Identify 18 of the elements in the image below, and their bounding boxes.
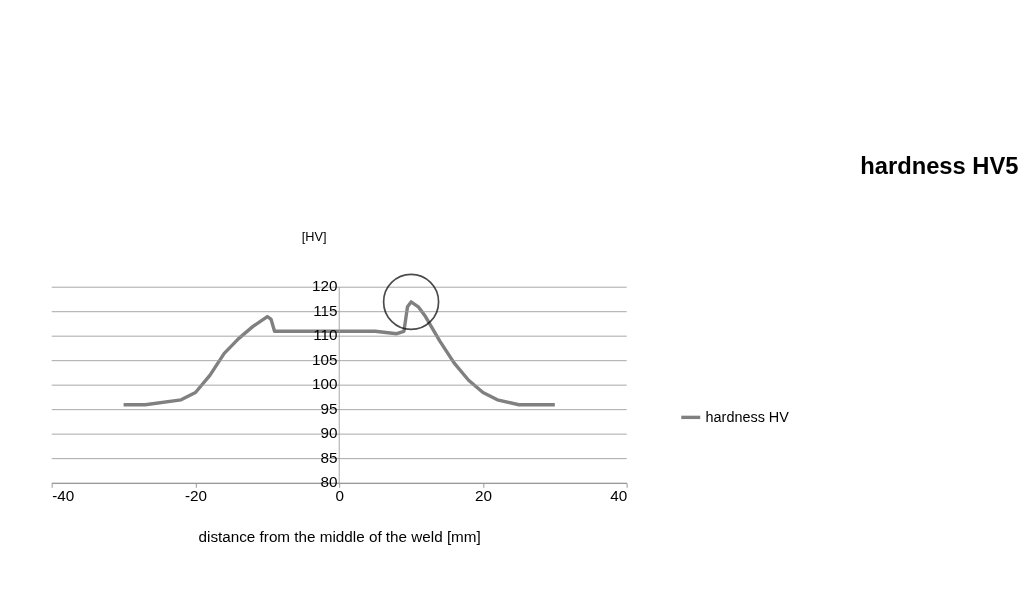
- legend-label: hardness HV: [705, 408, 790, 425]
- text: hardness HV5: [860, 153, 1019, 180]
- y-tick-label: 95: [320, 399, 338, 417]
- x-tick-label: 20: [474, 487, 492, 505]
- x-tick-label: 40: [610, 487, 628, 505]
- y-tick-label: 80: [320, 473, 338, 491]
- x-tick-label: -20: [184, 487, 207, 505]
- x-axis-title: distance from the middle of the weld [mm]: [198, 528, 481, 546]
- y-tick-label: 110: [313, 326, 338, 344]
- y-axis-title: [HV]: [301, 228, 327, 244]
- y-tick-label: 115: [313, 301, 338, 319]
- y-tick-label: 100: [312, 375, 338, 393]
- y-tick-label: 105: [312, 350, 338, 368]
- y-tick-label: 85: [320, 448, 338, 466]
- y-tick-label: 90: [320, 424, 338, 442]
- y-tick-label: 120: [312, 277, 338, 295]
- x-tick-label: -40: [52, 487, 75, 505]
- x-tick-label: 0: [335, 487, 344, 505]
